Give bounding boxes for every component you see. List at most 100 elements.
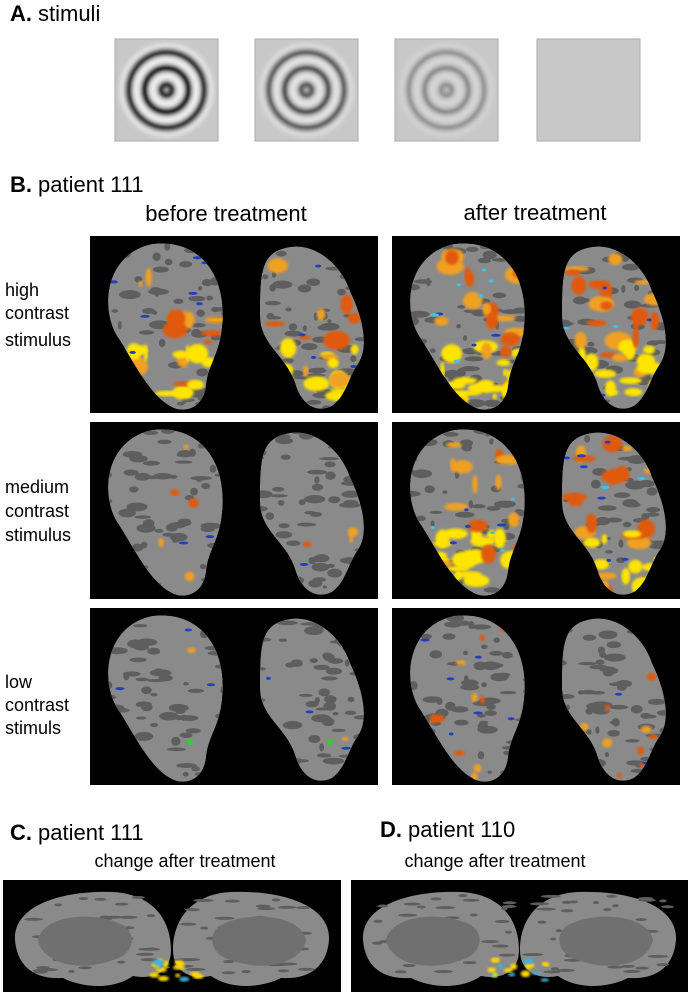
sulcus (490, 672, 509, 682)
sulcus (185, 908, 200, 912)
sulcus (214, 916, 235, 920)
sulcus (319, 743, 325, 752)
sulcus (322, 585, 327, 589)
ring (289, 73, 324, 107)
sulcus (505, 930, 512, 934)
deactivation (576, 454, 586, 458)
deactivation (115, 687, 125, 691)
column-label: before treatment (145, 201, 306, 226)
deactivation (601, 485, 610, 489)
sulcus (586, 710, 593, 715)
sulcus (307, 469, 328, 475)
row-label: stimuls (5, 718, 61, 738)
sulcus (211, 306, 220, 313)
sulcus (114, 902, 129, 906)
sulcus (430, 897, 442, 901)
sulcus (481, 682, 487, 688)
sulcus (537, 920, 547, 924)
sulcus (625, 739, 640, 743)
sulcus (480, 661, 501, 671)
panel-subtitle: change after treatment (404, 851, 585, 871)
sulcus (174, 460, 193, 464)
sulcus (140, 958, 158, 962)
sulcus (586, 702, 599, 710)
sulcus (123, 469, 139, 476)
deactivation (299, 562, 309, 566)
activation (327, 357, 339, 369)
sulcus (638, 898, 656, 902)
activation (632, 329, 639, 349)
activation (637, 519, 656, 539)
sulcus (482, 250, 497, 260)
activation (568, 498, 584, 507)
sulcus (269, 316, 282, 320)
sulcus (442, 633, 456, 640)
marker (327, 739, 333, 745)
ring (273, 57, 340, 123)
sulcus (502, 651, 513, 659)
sulcus (201, 483, 211, 490)
activation (648, 734, 658, 740)
sulcus (578, 661, 598, 666)
deactivation (615, 692, 623, 696)
sulcus (606, 894, 617, 898)
deactivation (606, 558, 612, 562)
sulcus (597, 505, 617, 511)
sulcus (311, 483, 324, 491)
activation (350, 344, 359, 355)
sulcus (311, 714, 331, 723)
sulcus (272, 486, 285, 492)
sulcus (460, 684, 480, 691)
activation (203, 339, 213, 345)
activation (604, 704, 610, 712)
activation (453, 750, 466, 756)
activation (586, 319, 607, 327)
brain-panel (392, 422, 680, 599)
stimulus-background (254, 38, 359, 142)
ring (259, 43, 354, 137)
activation (487, 967, 496, 973)
stimulus (394, 38, 499, 142)
sulcus (123, 671, 141, 677)
panel-d-heading: D. patient 110 (380, 817, 515, 842)
activation (267, 258, 288, 274)
sulcus (277, 905, 297, 909)
sulcus (498, 953, 516, 957)
deactivation (448, 732, 454, 736)
sulcus (131, 543, 144, 552)
panel-letter: C. (10, 820, 32, 845)
sulcus (78, 966, 92, 970)
medial-panel (3, 880, 341, 992)
sulcus (394, 970, 407, 974)
sulcus (185, 728, 201, 734)
sulcus (305, 701, 319, 708)
sulcus (147, 647, 161, 655)
ring (429, 73, 464, 107)
activation (624, 388, 643, 397)
stimulus (536, 38, 641, 142)
deactivation (490, 531, 495, 535)
sulcus (324, 461, 336, 468)
deactivation (109, 280, 118, 284)
activation (450, 458, 456, 472)
sulcus (635, 918, 647, 922)
activation (479, 634, 485, 642)
sulcus (502, 901, 517, 905)
activation (445, 249, 459, 265)
sulcus (173, 298, 184, 304)
sulcus (297, 967, 315, 971)
sulcus (402, 964, 416, 968)
activation (172, 385, 194, 400)
activation (619, 377, 642, 384)
activation (607, 469, 618, 486)
sulcus (296, 522, 317, 527)
sulcus (214, 664, 223, 670)
row-label: low (5, 672, 33, 692)
sulcus (641, 513, 650, 521)
sulcus (311, 562, 330, 572)
sulcus (577, 690, 584, 695)
sulcus (179, 714, 189, 721)
sulcus (296, 906, 311, 910)
sulcus (118, 290, 141, 300)
sulcus (501, 904, 517, 908)
